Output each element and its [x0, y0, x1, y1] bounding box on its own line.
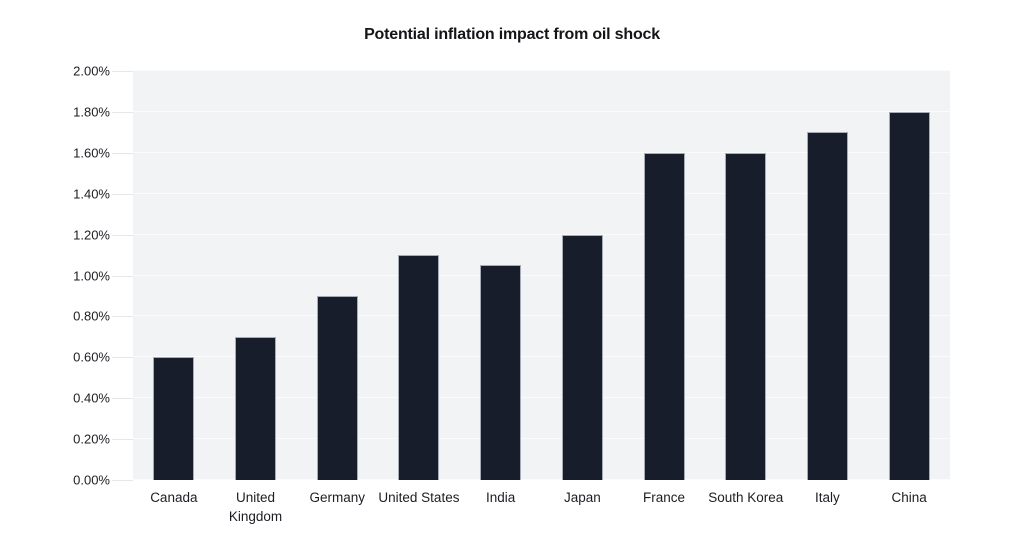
y-tick — [112, 152, 133, 154]
x-tick-label: India — [486, 490, 516, 505]
x-tick-label: United Kingdom — [228, 490, 283, 524]
x-tick-label: China — [891, 490, 927, 505]
gridline — [133, 192, 950, 194]
y-tick-label: 0.80% — [73, 308, 110, 324]
gridline — [133, 479, 950, 480]
y-tick — [112, 111, 133, 113]
y-tick-label: 0.00% — [73, 472, 110, 488]
bar-germany — [316, 295, 358, 480]
y-tick-label: 1.20% — [73, 227, 110, 243]
y-tick-label: 0.60% — [73, 349, 110, 365]
bar-canada — [153, 357, 195, 480]
gridline — [133, 356, 950, 358]
bar-united-kingdom — [235, 336, 277, 480]
x-tick-label: United States — [378, 490, 460, 505]
plot-area — [133, 70, 950, 480]
y-tick-label: 0.20% — [73, 431, 110, 447]
gridline — [133, 438, 950, 440]
gridline — [133, 315, 950, 317]
y-tick — [112, 357, 133, 359]
gridline — [133, 233, 950, 235]
y-tick — [112, 398, 133, 400]
bar-united-states — [398, 255, 440, 480]
bar-japan — [561, 234, 603, 480]
y-tick-label: 1.80% — [73, 104, 110, 120]
y-tick-label: 0.40% — [73, 390, 110, 406]
bar-italy — [806, 132, 848, 480]
y-tick — [112, 193, 133, 195]
bar-china — [888, 111, 930, 480]
bar-india — [480, 265, 522, 480]
y-tick-label: 1.40% — [73, 186, 110, 202]
x-tick-label: South Korea — [708, 490, 784, 505]
y-tick-label: 2.00% — [73, 63, 110, 79]
x-tick-label: Italy — [815, 490, 840, 505]
y-tick — [112, 275, 133, 277]
y-tick — [112, 439, 133, 441]
y-tick — [112, 480, 133, 481]
gridline — [133, 397, 950, 399]
bar-south-korea — [725, 152, 767, 480]
x-tick-label: France — [643, 490, 686, 505]
bar-france — [643, 152, 685, 480]
y-tick — [112, 71, 133, 72]
y-tick — [112, 316, 133, 318]
x-tick-label: Canada — [150, 490, 198, 505]
x-tick-label: Japan — [563, 490, 601, 505]
gridline — [133, 151, 950, 153]
y-tick-label: 1.00% — [73, 268, 110, 283]
y-tick — [112, 234, 133, 236]
gridline — [133, 274, 950, 276]
gridline — [133, 70, 950, 71]
gridline — [133, 110, 950, 112]
x-tick-label: Germany — [309, 490, 365, 505]
chart-title: Potential inflation impact from oil shoc… — [364, 26, 660, 43]
y-tick-label: 1.60% — [73, 145, 110, 161]
